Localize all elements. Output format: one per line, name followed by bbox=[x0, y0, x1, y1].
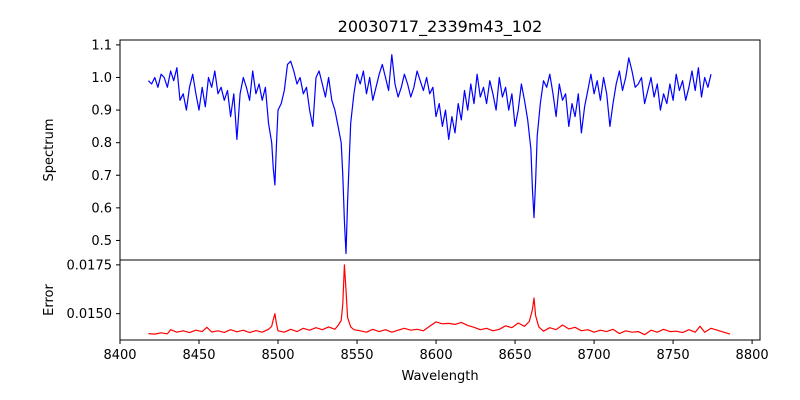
spectrum-y-tick-label: 0.5 bbox=[91, 234, 112, 249]
x-axis-label: Wavelength bbox=[401, 369, 478, 384]
chart-title: 20030717_2339m43_102 bbox=[338, 17, 543, 37]
spectrum-series-line bbox=[147, 54, 712, 255]
spectrum-y-axis-label: Spectrum bbox=[42, 119, 57, 182]
error-y-tick-label: 0.0150 bbox=[67, 307, 113, 322]
x-tick-label: 8800 bbox=[736, 348, 769, 363]
spectrum-y-tick-label: 1.1 bbox=[91, 38, 112, 53]
x-tick-label: 8700 bbox=[578, 348, 611, 363]
x-tick-label: 8500 bbox=[261, 348, 294, 363]
error-axes-frame bbox=[119, 259, 761, 341]
x-tick-label: 8550 bbox=[340, 348, 373, 363]
spectrum-y-tick-label: 0.8 bbox=[91, 136, 112, 151]
x-tick-label: 8650 bbox=[499, 348, 532, 363]
error-panel: 0.0150 0.0175 Error bbox=[42, 258, 761, 341]
x-ticks: 8400 8450 8500 8550 8600 8650 8700 8750 8800 bbox=[103, 340, 769, 363]
x-tick-label: 8750 bbox=[657, 348, 690, 363]
error-y-ticks: 0.0150 0.0175 bbox=[67, 258, 120, 322]
x-tick-label: 8600 bbox=[420, 348, 453, 363]
x-tick-label: 8400 bbox=[103, 348, 136, 363]
spectrum-y-tick-label: 0.7 bbox=[91, 169, 112, 184]
error-y-axis-label: Error bbox=[42, 284, 57, 316]
spectrum-y-ticks: 0.5 0.6 0.7 0.8 0.9 1.0 1.1 bbox=[91, 38, 120, 249]
x-tick-label: 8450 bbox=[182, 348, 215, 363]
spectrum-line-layer bbox=[147, 54, 712, 255]
error-line-layer bbox=[148, 264, 731, 336]
error-y-tick-label: 0.0175 bbox=[67, 258, 113, 273]
spectrum-axes-frame bbox=[119, 39, 761, 261]
spectrum-y-tick-label: 1.0 bbox=[91, 71, 112, 86]
spectrum-panel: 0.5 0.6 0.7 0.8 0.9 1.0 1.1 Spectrum bbox=[42, 38, 761, 261]
error-series-line bbox=[148, 264, 731, 336]
spectrum-y-tick-label: 0.9 bbox=[91, 104, 112, 119]
spectrum-y-tick-label: 0.6 bbox=[91, 201, 112, 216]
